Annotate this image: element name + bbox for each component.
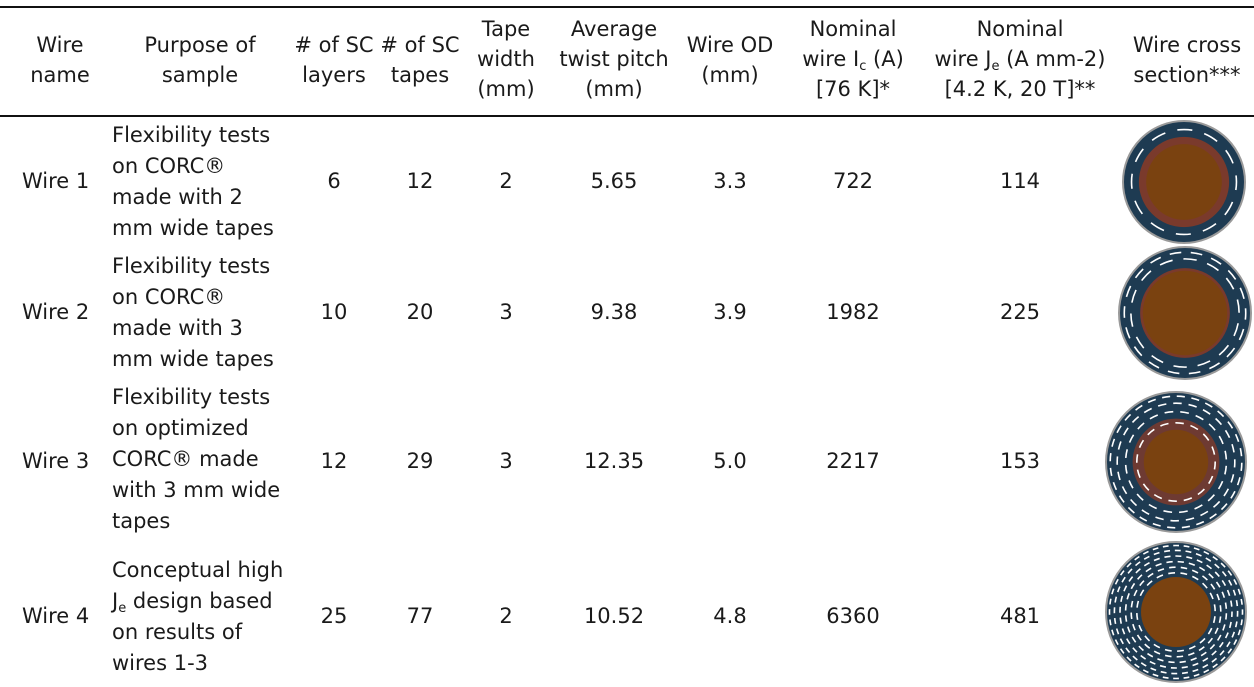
wire-name: Wire 1 [22,169,90,193]
tape-dash-ring [1130,128,1238,236]
tape-dash-ring [1116,402,1236,522]
tape-width: 2 [499,604,513,628]
twist-pitch: 9.38 [590,300,638,324]
header-sc-layers: # of SC layers [294,33,374,87]
nominal-ic: 722 [832,169,874,193]
sc-layers: 25 [320,604,348,628]
header-purpose: Purpose of sample [144,33,256,87]
tape-dash-ring [1123,251,1247,375]
nominal-ic: 6360 [826,604,880,628]
sc-tapes: 20 [406,300,434,324]
twist-pitch: 10.52 [583,604,645,628]
nominal-je: 114 [999,169,1041,193]
wire-name: Wire 3 [22,449,90,473]
header-wire-name: Wire name [30,33,90,87]
wire-name: Wire 4 [22,604,90,628]
wire-od: 3.9 [713,300,747,324]
nominal-ic: 1982 [826,300,880,324]
twist-pitch: 5.65 [590,169,638,193]
cross-section-image [1118,246,1252,380]
tape-dash-ring [1119,555,1233,669]
wire-od: 5.0 [713,449,747,473]
cross-section-image [1122,120,1246,244]
sc-layers: 10 [320,300,348,324]
wire-od: 3.3 [713,169,747,193]
header-twist-pitch: Average twist pitch (mm) [559,17,669,101]
tape-dash-ring [1130,258,1240,368]
sc-layers: 12 [320,449,348,473]
sc-tapes: 29 [406,449,434,473]
tape-width: 3 [499,449,513,473]
nominal-je: 481 [999,604,1041,628]
header-tape-width: Tape width (mm) [477,17,535,101]
tape-dash-ring [1113,549,1239,675]
header-wire-od: Wire OD (mm) [686,33,774,87]
purpose: Flexibility tests on optimized CORC® mad… [112,385,281,533]
copper-core [1146,144,1222,220]
nominal-ic: 2217 [826,449,880,473]
copper-core [1141,577,1211,647]
cross-section-image [1105,541,1247,683]
copper-core [1143,429,1209,495]
header-sc-tapes: # of SC tapes [380,33,460,87]
copper-core [1142,270,1228,356]
tape-dash-ring [1135,421,1217,503]
header-nominal-ic: Nominal wire Ic (A) [76 K]* [802,17,904,101]
header-nominal-je: Nominal wire Je (A mm-2) [4.2 K, 20 T]** [934,17,1106,101]
tape-width: 3 [499,300,513,324]
wire-name: Wire 2 [22,300,90,324]
header-cross-section: Wire cross section*** [1132,33,1242,87]
wire-od: 4.8 [713,604,747,628]
twist-pitch: 12.35 [583,449,645,473]
sc-tapes: 12 [406,169,434,193]
tape-dash-ring [1108,544,1244,680]
nominal-je: 225 [999,300,1041,324]
table-top-rule [0,6,1254,8]
cross-section-image [1105,391,1247,533]
purpose: Conceptual high Je design based on resul… [112,558,284,675]
tape-width: 2 [499,169,513,193]
purpose: Flexibility tests on CORC® made with 2 m… [112,123,274,240]
sc-layers: 6 [327,169,341,193]
sc-tapes: 77 [406,604,434,628]
nominal-je: 153 [999,449,1041,473]
table-header-rule [0,115,1254,117]
purpose: Flexibility tests on CORC® made with 3 m… [112,254,274,371]
